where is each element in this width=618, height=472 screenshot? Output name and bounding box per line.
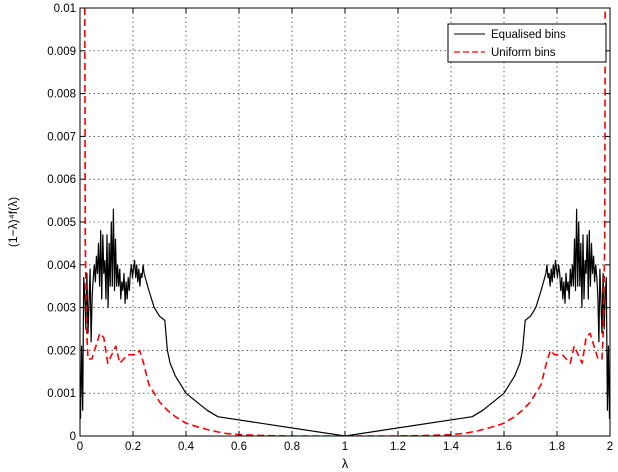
y-tick-label: 0.002 [47, 345, 76, 357]
y-tick-label: 0.007 [47, 131, 76, 143]
legend-label-equalised: Equalised bins [491, 29, 566, 41]
series-layer [80, 8, 610, 436]
y-tick-label: 0.001 [47, 388, 76, 400]
x-tick-label: 1.4 [443, 441, 460, 453]
axis-ticks [79, 7, 611, 437]
x-tick-label: 0.2 [125, 441, 141, 453]
x-tick-label: 0 [77, 441, 83, 453]
x-tick-label: 0.8 [284, 441, 300, 453]
legend-box [447, 23, 607, 63]
x-tick-label: 0.4 [178, 441, 195, 453]
x-axis-label: λ [342, 456, 349, 471]
x-tick-label: 0.6 [231, 441, 247, 453]
legend: Equalised bins Uniform bins [447, 23, 607, 63]
x-tick-labels: 0 0.2 0.4 0.6 0.8 1 1.2 1.4 1.6 1.8 2 [77, 441, 613, 453]
y-tick-label: 0 [70, 431, 76, 443]
y-tick-label: 0.009 [47, 46, 76, 58]
y-tick-label: 0.01 [54, 3, 76, 15]
y-axis-label: (1−λ)⁴f(λ) [6, 197, 20, 247]
y-tick-label: 0.003 [47, 303, 76, 315]
x-tick-label: 1.8 [549, 441, 565, 453]
x-tick-label: 1.2 [390, 441, 406, 453]
y-tick-label: 0.005 [47, 217, 76, 229]
y-tick-label: 0.004 [47, 260, 76, 272]
series-line-uniform-bins [84, 8, 607, 436]
x-tick-label: 2 [607, 441, 613, 453]
y-tick-label: 0.008 [47, 89, 76, 101]
y-tick-label: 0.006 [47, 174, 76, 186]
series-line-equalised-bins [80, 208, 610, 436]
legend-label-uniform: Uniform bins [491, 47, 556, 59]
x-tick-label: 1 [342, 441, 348, 453]
x-tick-label: 1.6 [496, 441, 512, 453]
y-tick-labels: 0 0.001 0.002 0.003 0.004 0.005 0.006 0.007 0.00… [47, 3, 76, 443]
